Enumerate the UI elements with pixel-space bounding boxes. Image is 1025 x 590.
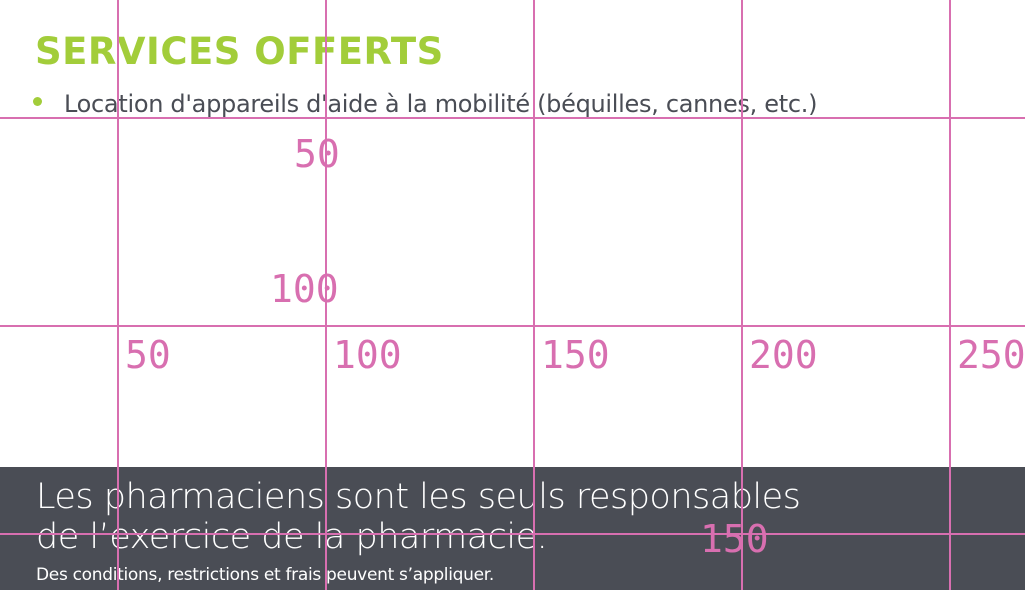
grid-line [0,325,1025,327]
list-item: Location d'appareils d'aide à la mobilit… [33,90,817,118]
services-list: Location d'appareils d'aide à la mobilit… [33,90,817,118]
list-item-text: Location d'appareils d'aide à la mobilit… [64,90,818,118]
grid-label: 250 [957,333,1025,377]
footer-line-1: Les pharmaciens sont les seuls responsab… [36,477,801,517]
footer-line-2: de l’exercice de la pharmacie. [36,517,548,557]
grid-label: 100 [270,267,339,311]
footer-statement: Les pharmaciens sont les seuls responsab… [36,477,801,557]
footer-note: Des conditions, restrictions et frais pe… [36,565,495,585]
grid-label: 50 [294,132,340,176]
grid-label: 200 [749,333,818,377]
services-title: SERVICES OFFERTS [35,30,444,73]
grid-label: 50 [125,333,171,377]
bullet-icon [33,96,42,106]
grid-label: 150 [541,333,610,377]
grid-label: 100 [333,333,402,377]
footer-banner: Les pharmaciens sont les seuls responsab… [0,467,1025,590]
